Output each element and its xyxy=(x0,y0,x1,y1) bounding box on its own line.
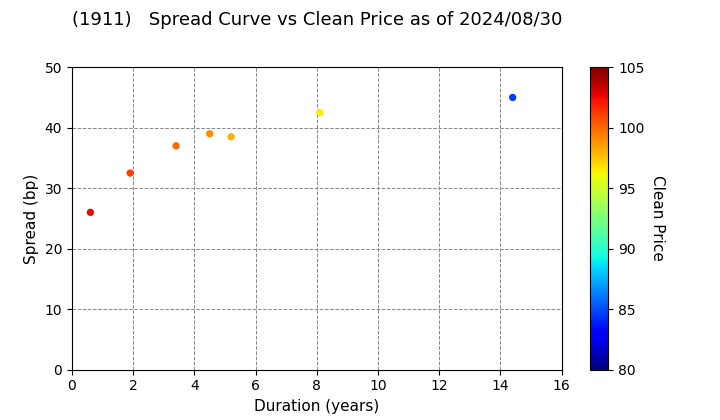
Point xyxy=(171,142,182,149)
Point xyxy=(314,109,325,116)
Point xyxy=(85,209,96,216)
Text: (1911)   Spread Curve vs Clean Price as of 2024/08/30: (1911) Spread Curve vs Clean Price as of… xyxy=(72,11,562,29)
Point xyxy=(125,170,136,176)
Y-axis label: Clean Price: Clean Price xyxy=(650,176,665,261)
Point xyxy=(204,130,215,137)
X-axis label: Duration (years): Duration (years) xyxy=(254,399,379,414)
Point xyxy=(225,134,237,140)
Y-axis label: Spread (bp): Spread (bp) xyxy=(24,173,39,263)
Point xyxy=(507,94,518,101)
